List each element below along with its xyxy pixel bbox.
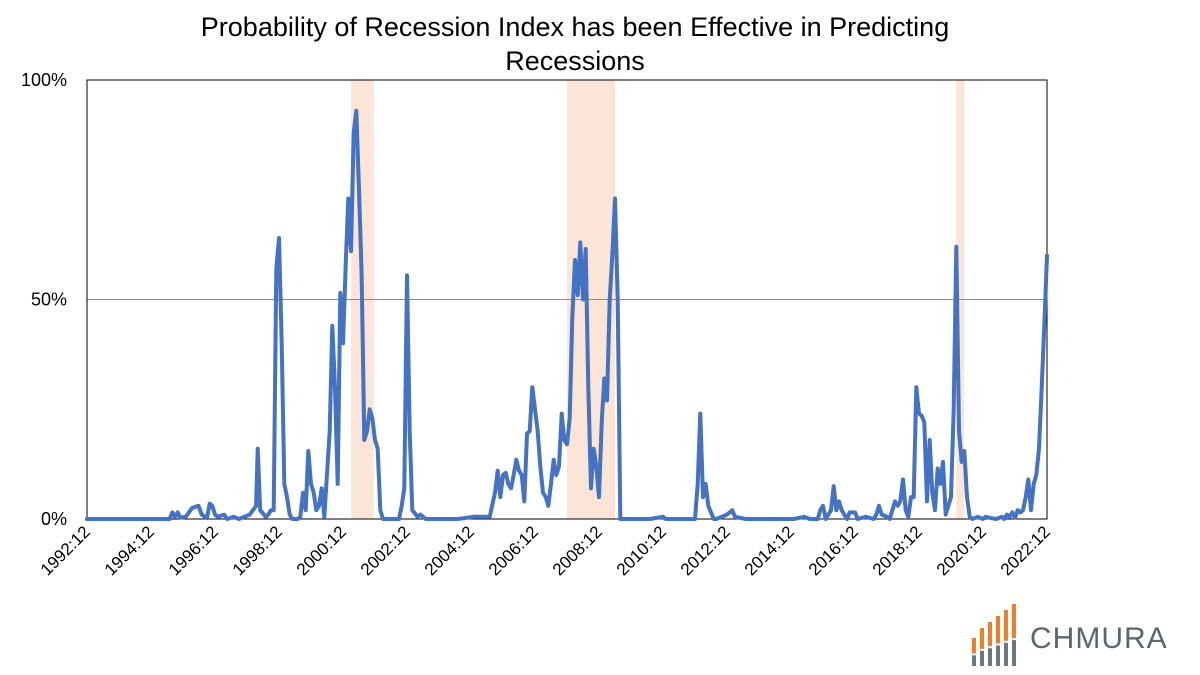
chart-title: Probability of Recession Index has been … (200, 12, 950, 76)
x-tick-label: 1992:12 (37, 522, 94, 579)
x-tick-label: 2018:12 (869, 522, 926, 579)
x-tick-label: 2022:12 (997, 522, 1054, 579)
x-tick-label: 2016:12 (805, 522, 862, 579)
logo-bar-orange (1012, 604, 1016, 639)
x-tick-label: 2012:12 (677, 522, 734, 579)
x-tick-label: 2008:12 (549, 522, 606, 579)
y-tick-label: 50% (31, 290, 67, 310)
x-tick-label: 2004:12 (421, 522, 478, 579)
logo-bar-gray (988, 648, 992, 666)
chmura-logo-bars-icon (972, 604, 1016, 666)
x-tick-label: 2000:12 (293, 522, 350, 579)
logo-bar-orange (1004, 610, 1008, 641)
logo-bar-gray (1004, 642, 1008, 666)
chmura-logo-text: CHMURA (1030, 622, 1168, 655)
y-tick-label: 100% (21, 70, 67, 90)
logo-bar-orange (988, 622, 992, 647)
logo-bar-gray (980, 650, 984, 666)
chmura-logo: CHMURA (968, 600, 1178, 670)
x-tick-label: 2010:12 (613, 522, 670, 579)
logo-bar-gray (1012, 640, 1016, 666)
x-tick-label: 1996:12 (165, 522, 222, 579)
x-axis-ticks: 1992:12 1994:12 1996:12 1998:12 2000:12 2002:… (37, 522, 1054, 579)
x-tick-label: 2006:12 (485, 522, 542, 579)
x-tick-label: 1998:12 (229, 522, 286, 579)
logo-bar-orange (972, 638, 976, 654)
x-tick-label: 1994:12 (101, 522, 158, 579)
x-tick-label: 2020:12 (933, 522, 990, 579)
x-tick-label: 2002:12 (357, 522, 414, 579)
series-line-0 (85, 108, 1049, 521)
logo-bar-gray (972, 655, 976, 666)
logo-bar-orange (980, 628, 984, 649)
y-tick-label: 0% (41, 509, 67, 529)
logo-bar-gray (996, 645, 1000, 666)
logo-bar-orange (996, 616, 1000, 644)
y-axis-ticks: 0% 50% 100% (21, 70, 67, 529)
grid-layer (86, 79, 1048, 520)
series-layer (85, 108, 1049, 521)
x-tick-label: 2014:12 (741, 522, 798, 579)
